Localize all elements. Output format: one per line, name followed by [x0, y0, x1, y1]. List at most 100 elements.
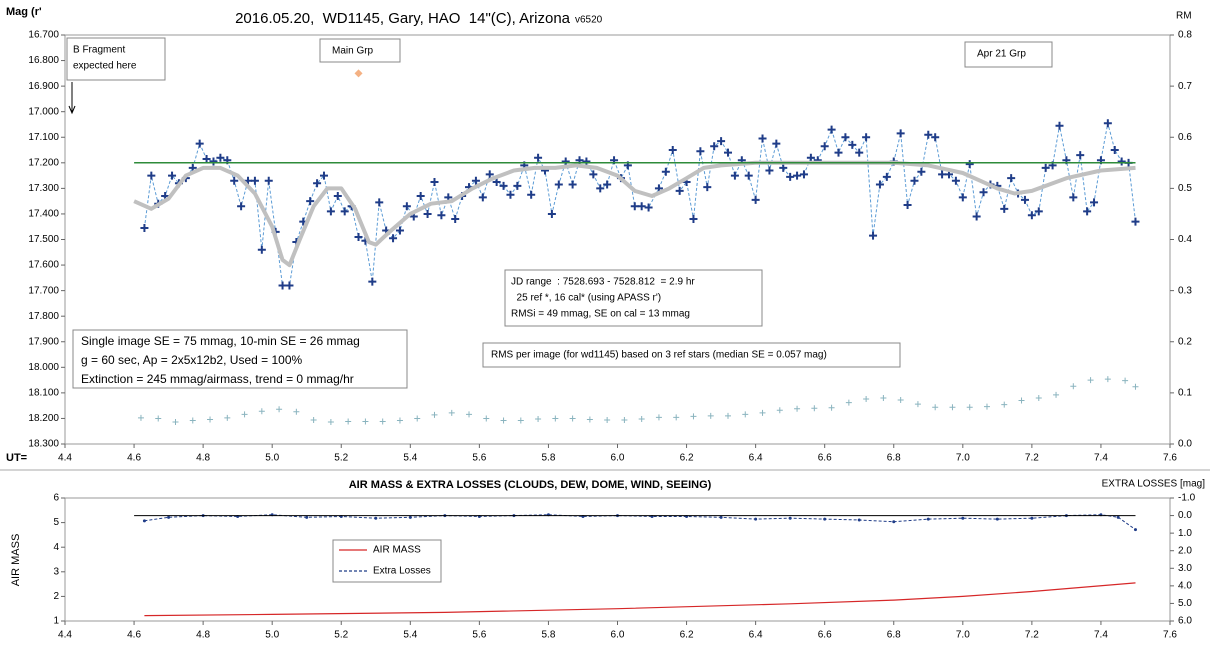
data-point — [951, 176, 960, 185]
data-point — [485, 170, 494, 179]
data-point — [903, 200, 912, 209]
data-point — [216, 153, 225, 162]
x-tick-label: 7.6 — [1163, 453, 1177, 464]
y2-tick-label: -1.0 — [1178, 493, 1196, 504]
data-point — [285, 281, 294, 290]
y-tick-label: 17.200 — [28, 157, 59, 168]
data-point — [389, 234, 398, 243]
data-point — [142, 519, 146, 523]
data-point — [1053, 391, 1060, 398]
data-point — [1090, 198, 1099, 207]
data-point — [823, 517, 827, 521]
y-tick-label: 17.300 — [28, 183, 59, 194]
data-point — [604, 416, 611, 423]
annotation-box — [964, 41, 1053, 68]
legend-label: Extra Losses — [373, 566, 431, 577]
data-point — [345, 418, 352, 425]
data-point — [965, 160, 974, 169]
data-point — [696, 147, 705, 156]
x-tick-label: 6.6 — [818, 453, 832, 464]
x-axis-label: UT= — [6, 452, 27, 464]
x-tick-label: 4.4 — [58, 630, 72, 641]
data-point — [586, 416, 593, 423]
data-point — [276, 406, 283, 413]
data-point — [966, 404, 973, 411]
data-point — [1035, 394, 1042, 401]
legend-box — [332, 539, 442, 583]
x-tick-label: 6.6 — [818, 630, 832, 641]
data-point — [1055, 121, 1064, 130]
x-tick-label: 7.4 — [1094, 453, 1108, 464]
data-point — [995, 517, 999, 521]
data-point — [408, 515, 412, 519]
data-point — [250, 176, 259, 185]
data-point — [1027, 211, 1036, 220]
data-point — [892, 520, 896, 524]
y2-tick-label: 1.0 — [1178, 528, 1192, 539]
annotation-text: Extinction = 245 mmag/airmass, trend = 0… — [81, 372, 354, 386]
data-point — [1041, 163, 1050, 172]
data-point — [293, 408, 300, 415]
annotation-text: 25 ref *, 16 cal* (using APASS r') — [511, 293, 661, 304]
data-point — [961, 516, 965, 520]
annotation-box — [504, 269, 763, 327]
data-point — [431, 411, 438, 418]
y-tick-label: 17.900 — [28, 336, 59, 347]
data-point — [589, 170, 598, 179]
data-point — [848, 140, 857, 149]
data-point — [1007, 174, 1016, 183]
data-point — [492, 177, 501, 186]
data-point — [396, 417, 403, 424]
y-tick-label: 17.400 — [28, 209, 59, 220]
y-tick-label: 16.800 — [28, 55, 59, 66]
data-point — [319, 171, 328, 180]
data-point — [857, 518, 861, 522]
data-point — [1116, 515, 1120, 519]
data-point — [621, 416, 628, 423]
data-point — [596, 184, 605, 193]
data-point — [195, 139, 204, 148]
x-tick-label: 6.4 — [749, 453, 763, 464]
y-tick-label: 5 — [53, 517, 59, 528]
series-line — [133, 160, 1136, 268]
annotation-text: JD range : 7528.693 - 7528.812 = 2.9 hr — [511, 277, 695, 288]
data-point — [958, 193, 967, 202]
data-point — [305, 515, 309, 519]
y2-axis-label: RM — [1176, 11, 1192, 22]
data-point — [897, 397, 904, 404]
y-tick-label: 16.900 — [28, 81, 59, 92]
data-point — [972, 212, 981, 221]
data-point — [841, 133, 850, 142]
marker — [354, 69, 363, 78]
x-tick-label: 5.6 — [472, 630, 486, 641]
data-point — [499, 181, 508, 190]
chart-subtitle: v6520 — [575, 15, 603, 26]
x-tick-label: 6.0 — [611, 453, 625, 464]
annotation-text: B Fragment — [73, 45, 125, 56]
x-tick-label: 6.8 — [887, 453, 901, 464]
data-point — [313, 179, 322, 188]
data-point — [306, 197, 315, 206]
data-point — [742, 411, 749, 418]
data-point — [354, 232, 363, 241]
annotation-text: Main Grp — [332, 46, 374, 57]
data-point — [758, 134, 767, 143]
x-tick-label: 5.0 — [265, 630, 279, 641]
data-point — [863, 396, 870, 403]
data-point — [466, 411, 473, 418]
annotation-box — [66, 37, 166, 81]
data-point — [644, 203, 653, 212]
data-point — [483, 415, 490, 422]
data-point — [527, 190, 536, 199]
y-tick-label: 18.200 — [28, 413, 59, 424]
x-tick-label: 4.8 — [196, 453, 210, 464]
data-point — [931, 133, 940, 142]
annotation-text: g = 60 sec, Ap = 2x5x12b2, Used = 100% — [81, 353, 302, 367]
data-point — [168, 171, 177, 180]
data-point — [924, 130, 933, 139]
y-tick-label: 17.700 — [28, 285, 59, 296]
data-point — [875, 180, 884, 189]
data-point — [820, 142, 829, 151]
data-point — [333, 192, 342, 201]
